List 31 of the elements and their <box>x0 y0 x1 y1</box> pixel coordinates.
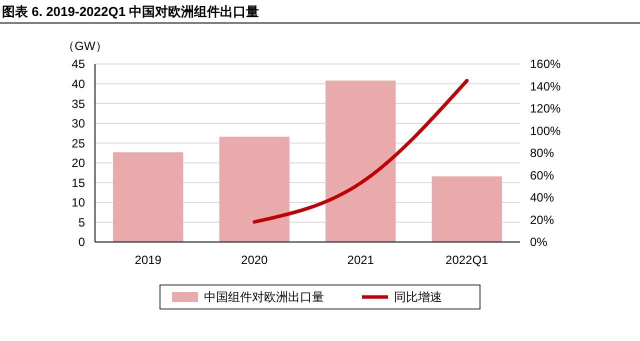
y-tick-label: 15 <box>72 176 86 190</box>
y2-tick-label: 160% <box>530 57 562 72</box>
chart-title: 图表 6. 2019-2022Q1 中国对欧洲组件出口量 <box>2 4 260 19</box>
y2-tick-label: 60% <box>530 168 554 182</box>
y2-tick-label: 100% <box>530 124 562 138</box>
y-tick-label: 0 <box>78 235 86 250</box>
bar <box>219 136 290 242</box>
x-tick-label: 2022Q1 <box>446 253 489 267</box>
legend-label: 中国组件对欧洲出口量 <box>204 290 324 304</box>
y2-tick-label: 140% <box>530 79 562 94</box>
y-tick-label: 20 <box>72 156 86 170</box>
y2-tick-label: 120% <box>530 102 562 116</box>
bar <box>432 176 502 242</box>
y2-tick-label: 0% <box>530 235 548 250</box>
y2-tick-label: 80% <box>530 146 554 160</box>
y-tick-label: 25 <box>72 136 86 150</box>
y2-tick-label: 40% <box>530 190 554 205</box>
x-tick-label: 2021 <box>347 253 374 267</box>
y-axis-title: （GW） <box>62 39 108 53</box>
y-tick-label: 45 <box>72 57 86 72</box>
bar <box>113 152 184 242</box>
y-tick-label: 40 <box>72 76 86 91</box>
y2-tick-label: 20% <box>530 212 554 227</box>
y-tick-label: 35 <box>72 96 86 111</box>
y-tick-label: 10 <box>72 196 86 210</box>
y-tick-label: 30 <box>72 116 86 131</box>
bar <box>326 80 396 242</box>
x-tick-label: 2019 <box>134 253 162 267</box>
y-tick-label: 5 <box>78 215 86 230</box>
x-tick-label: 2020 <box>241 253 268 267</box>
legend-label: 同比增速 <box>394 290 442 304</box>
